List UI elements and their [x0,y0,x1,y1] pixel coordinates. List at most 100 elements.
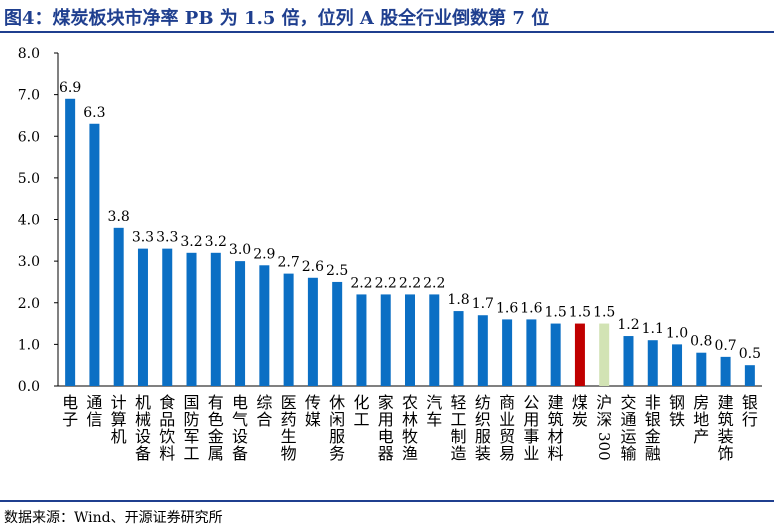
svg-text:通: 通 [620,410,636,429]
svg-text:色: 色 [208,410,224,429]
bar [526,319,537,386]
svg-text:有: 有 [208,393,224,412]
svg-text:工: 工 [184,444,200,463]
svg-text:渔: 渔 [402,444,418,463]
svg-text:服: 服 [329,427,345,446]
data-label: 3.3 [156,230,178,246]
svg-text:炭: 炭 [572,410,588,429]
svg-text:铁: 铁 [669,410,685,429]
svg-text:非: 非 [645,393,661,412]
y-tick-label: 5.0 [18,171,40,187]
bar [477,315,488,386]
category-label: 传媒 [305,393,321,429]
data-label: 0.8 [690,334,712,350]
svg-text:业: 业 [499,410,515,429]
svg-text:纺: 纺 [475,393,491,412]
svg-text:林: 林 [402,410,418,429]
svg-text:地: 地 [693,410,709,429]
svg-text:沪: 沪 [596,393,612,412]
svg-text:轻: 轻 [451,393,467,412]
data-label: 2.2 [375,275,397,291]
bar [65,98,76,386]
svg-text:算: 算 [111,410,127,429]
bar [599,323,610,386]
bar [210,252,221,386]
svg-text:农: 农 [402,393,418,412]
category-label: 沪深 300 [595,393,613,461]
svg-text:交: 交 [620,393,636,412]
svg-text:物: 物 [281,444,297,463]
svg-text:饮: 饮 [159,427,175,446]
data-label: 0.5 [739,346,761,362]
svg-text:合: 合 [256,410,272,429]
svg-text:产: 产 [693,427,709,446]
svg-text:金: 金 [645,427,661,446]
svg-text:备: 备 [232,444,248,463]
data-label: 1.1 [642,321,664,337]
svg-text:运: 运 [620,427,636,446]
pb-bar-chart: 0.01.02.03.04.05.06.07.08.06.9电子6.3通信3.8… [18,46,762,463]
svg-text:传: 传 [305,393,321,412]
bar [623,336,634,386]
svg-text:汽: 汽 [426,393,442,412]
svg-text:媒: 媒 [305,410,321,429]
y-tick-label: 6.0 [18,129,40,145]
bar [429,294,440,386]
svg-text:饰: 饰 [718,444,734,463]
svg-text:子: 子 [62,410,78,429]
svg-text:防: 防 [184,410,200,429]
bar [380,294,391,386]
data-label: 0.7 [714,338,736,354]
title-bar: 图4：煤炭板块市净率 PB 为 1.5 倍，位列 A 股全行业倒数第 7 位 [0,0,774,34]
svg-text:材: 材 [548,427,564,446]
svg-text:军: 军 [184,427,200,446]
svg-text:建: 建 [548,393,564,412]
svg-text:用: 用 [378,410,394,429]
bar [696,352,707,386]
bar [307,277,318,386]
data-label: 1.8 [447,292,469,308]
svg-text:用: 用 [523,410,539,429]
data-label: 2.5 [326,263,348,279]
svg-text:通: 通 [86,393,102,412]
y-tick-label: 4.0 [18,213,40,229]
svg-text:车: 车 [426,410,442,429]
data-label: 2.2 [350,275,372,291]
bar [259,265,270,386]
svg-text:设: 设 [232,427,248,446]
svg-text:料: 料 [548,444,564,463]
bar [647,340,658,386]
svg-text:闲: 闲 [329,410,345,429]
svg-text:贸: 贸 [499,427,515,446]
bar [356,294,367,386]
data-label: 2.2 [399,275,421,291]
footer-rule [0,500,774,502]
svg-text:业: 业 [523,444,539,463]
bar [744,365,755,386]
svg-text:300: 300 [595,432,613,461]
source-note: 数据来源：Wind、开源证券研究所 [4,510,223,526]
svg-text:织: 织 [475,410,491,429]
svg-text:电: 电 [62,393,78,412]
svg-text:气: 气 [232,410,248,429]
category-label: 银行 [742,393,758,429]
data-label: 1.7 [472,296,494,312]
svg-text:电: 电 [232,393,248,412]
y-tick-label: 8.0 [18,46,40,62]
bar [550,323,561,386]
svg-text:事: 事 [523,427,539,446]
svg-text:装: 装 [718,427,734,446]
data-label: 6.3 [83,105,105,121]
data-label: 2.7 [277,255,299,271]
svg-text:深: 深 [596,410,612,429]
svg-text:银: 银 [742,393,758,412]
data-label: 3.2 [180,234,202,250]
svg-text:药: 药 [281,410,297,429]
